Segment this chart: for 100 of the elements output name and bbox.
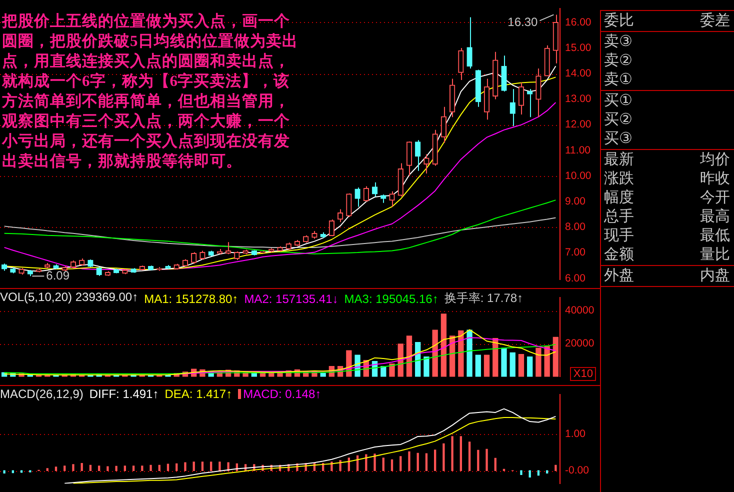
text: 量比 (700, 245, 730, 264)
candlestick (501, 55, 507, 92)
text: 均价 (700, 150, 730, 169)
text: 内盘 (700, 266, 730, 285)
text: 今开 (700, 188, 730, 207)
candlestick (96, 266, 102, 276)
text: 总手 (604, 207, 634, 226)
candlestick (380, 194, 386, 204)
bar (527, 356, 533, 377)
text: 买② (604, 110, 632, 129)
y-tick-label: 8.00 (565, 221, 586, 234)
bar (89, 464, 92, 471)
candlestick (363, 186, 369, 202)
bar (218, 462, 221, 471)
bar (320, 372, 326, 377)
y-axis-title: X10 (570, 367, 596, 381)
candlestick (484, 78, 490, 120)
bar (389, 363, 395, 377)
bar (176, 463, 178, 471)
text: 涨跌 (604, 169, 634, 188)
bar (339, 460, 342, 471)
bar (158, 464, 160, 471)
bar (184, 462, 186, 471)
candlestick (337, 208, 344, 223)
candlestick (552, 14, 559, 64)
bar (477, 450, 480, 471)
bar (501, 348, 507, 377)
candlestick (536, 68, 542, 118)
bar (400, 456, 402, 471)
annotation: 换手率: 17.78↑ (444, 290, 524, 307)
text: 金额 (604, 245, 634, 264)
candlestick (165, 264, 171, 269)
bar (98, 466, 100, 471)
candlestick (70, 260, 76, 269)
bar (434, 450, 436, 471)
y-tick-label: 1.00 (565, 428, 586, 440)
candlestick (286, 242, 292, 250)
bar (20, 470, 23, 473)
candlestick (527, 88, 533, 118)
bar (408, 451, 410, 471)
bar (520, 470, 522, 475)
candlestick (216, 248, 223, 255)
bar (466, 330, 472, 377)
bar (486, 448, 488, 471)
candlestick (27, 269, 33, 277)
candlestick (518, 82, 524, 116)
text: 外盘 (604, 266, 634, 285)
bar (475, 354, 481, 377)
candlestick (44, 262, 50, 269)
y-tick-label: 15.00 (565, 42, 592, 54)
candlestick (440, 106, 447, 144)
bar (374, 454, 376, 471)
bar (432, 330, 438, 377)
text: 买① (604, 91, 632, 110)
candlestick (130, 268, 136, 273)
bar (440, 314, 447, 377)
text: 现手 (604, 226, 634, 245)
y-tick-label: 7.00 (565, 246, 586, 259)
candlestick (432, 129, 438, 166)
bar (425, 453, 428, 471)
annotation: 16.30 (508, 15, 538, 30)
candlestick (294, 240, 300, 246)
text: 卖① (604, 70, 632, 89)
y-tick-label: 12.00 (565, 118, 592, 131)
bar (382, 458, 384, 471)
bar (132, 466, 135, 471)
y-tick-label: 14.00 (565, 67, 592, 80)
y-tick-label: 13.00 (565, 93, 592, 106)
candlestick (62, 266, 68, 272)
text: DEA: 1.417↑ (164, 387, 232, 401)
candlestick (415, 140, 421, 172)
bar (484, 354, 490, 377)
candlestick (406, 142, 412, 177)
bar (115, 466, 118, 471)
text: DIFF: 1.491↑ (89, 387, 159, 401)
bar (54, 466, 58, 471)
bar (536, 348, 542, 377)
text: 委比 (604, 11, 634, 30)
bar (544, 346, 550, 377)
bar (468, 442, 471, 471)
bar (46, 468, 48, 471)
bar (460, 436, 462, 471)
bar (442, 443, 445, 471)
y-tick-label: 10.00 (565, 170, 592, 182)
y-tick-label: 40000 (565, 304, 594, 316)
candlestick (320, 232, 326, 238)
y-tick-label: 20000 (565, 338, 594, 350)
bar (390, 459, 394, 471)
y-tick-label: 9.00 (565, 196, 586, 208)
candlestick (328, 219, 335, 236)
candlestick (346, 194, 352, 218)
text: 昨收 (700, 169, 730, 188)
text: 最低 (700, 226, 730, 245)
bar (416, 452, 419, 471)
bar (141, 466, 144, 471)
candlestick (200, 250, 206, 260)
bar (64, 466, 66, 471)
candlestick (156, 266, 162, 272)
bar (80, 463, 83, 471)
y-tick-label: -0.00 (565, 464, 590, 477)
